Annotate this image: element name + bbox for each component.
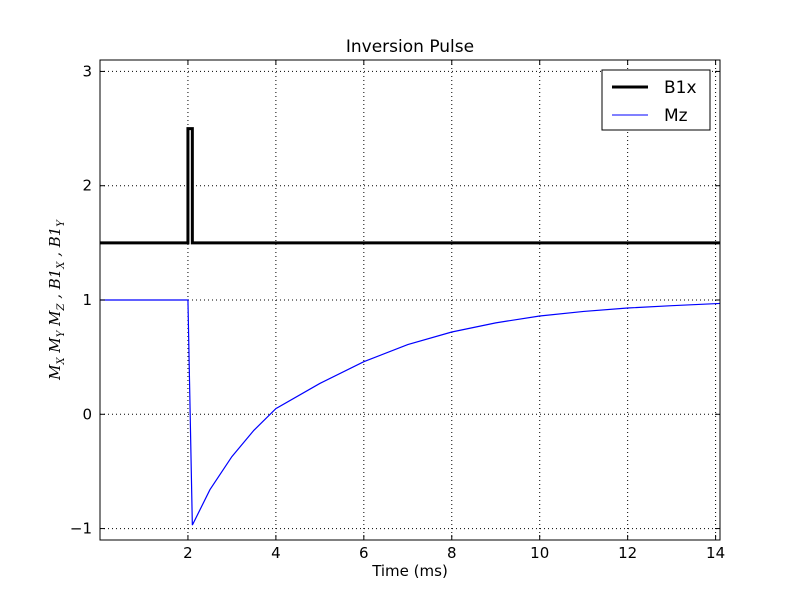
x-tick-label: 10 bbox=[530, 544, 549, 562]
y-tick-label: −1 bbox=[70, 520, 92, 538]
x-tick-label: 12 bbox=[618, 544, 637, 562]
y-axis-label: MX MY MZ , B1X , B1Y bbox=[46, 219, 67, 381]
y-tick-label: 2 bbox=[82, 177, 92, 195]
x-tick-label: 2 bbox=[183, 544, 193, 562]
x-tick-label: 4 bbox=[271, 544, 281, 562]
y-tick-label: 0 bbox=[82, 405, 92, 423]
x-tick-label: 8 bbox=[447, 544, 457, 562]
legend-label-b1x: B1x bbox=[664, 78, 697, 98]
x-tick-label: 6 bbox=[359, 544, 369, 562]
svg-text:MX MY MZ , B1X , B1Y: MX MY MZ , B1X , B1Y bbox=[46, 219, 67, 381]
y-tick-label: 3 bbox=[82, 62, 92, 80]
y-tick-label: 1 bbox=[82, 291, 92, 309]
series-line-b1x bbox=[100, 127, 720, 245]
legend-box bbox=[601, 69, 711, 131]
chart-title: Inversion Pulse bbox=[346, 37, 474, 57]
x-tick-label: 14 bbox=[706, 544, 725, 562]
legend-label-mz: Mz bbox=[664, 106, 688, 126]
series-layer bbox=[100, 127, 721, 526]
legend: B1x Mz bbox=[601, 69, 711, 131]
series-line-mz bbox=[100, 299, 721, 526]
x-axis-label: Time (ms) bbox=[371, 562, 448, 580]
